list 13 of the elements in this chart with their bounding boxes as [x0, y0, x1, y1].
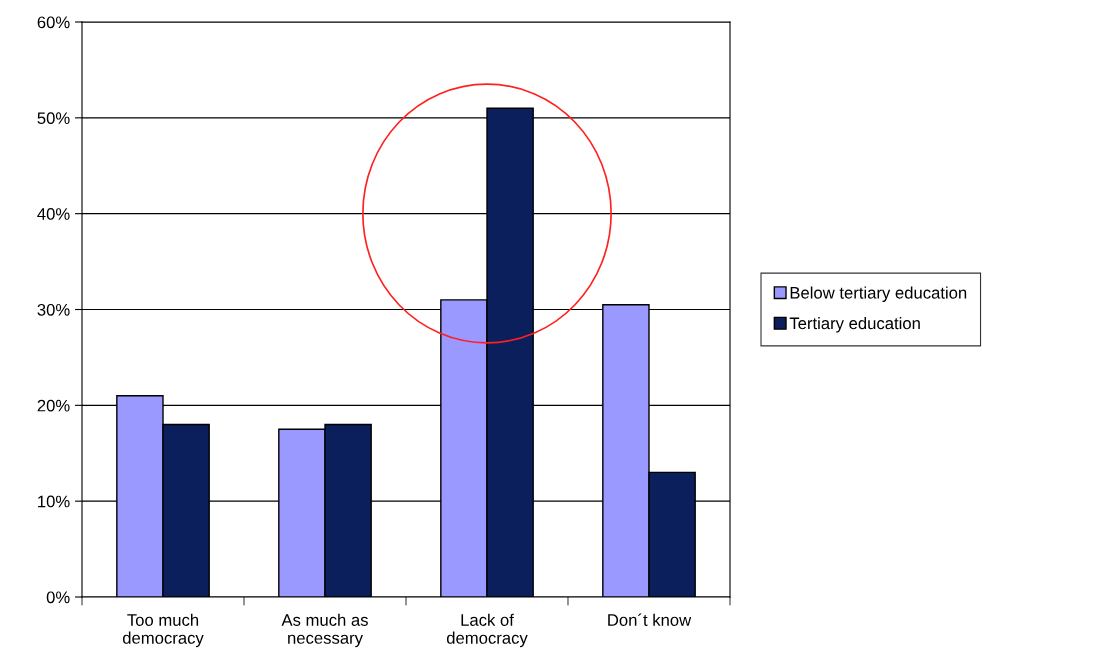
x-tick-label: Lack of democracy: [446, 613, 528, 648]
y-tick-label: 50%: [37, 112, 70, 125]
x-tick-label: Too much democracy: [122, 613, 204, 648]
y-tick-label: 10%: [38, 495, 70, 508]
x-tick-label: As much as necessary: [281, 613, 368, 648]
y-tick-label: 60%: [37, 16, 70, 29]
y-tick-label: 20%: [37, 399, 70, 412]
y-tick-label: 30%: [37, 303, 70, 316]
y-tick-label: 40%: [37, 208, 70, 220]
legend-label: Tertiary education: [789, 317, 920, 333]
y-tick-label: 0%: [46, 591, 70, 604]
x-tick-label: Don´t know: [608, 613, 692, 626]
legend-label: Below tertiary education: [790, 286, 967, 302]
